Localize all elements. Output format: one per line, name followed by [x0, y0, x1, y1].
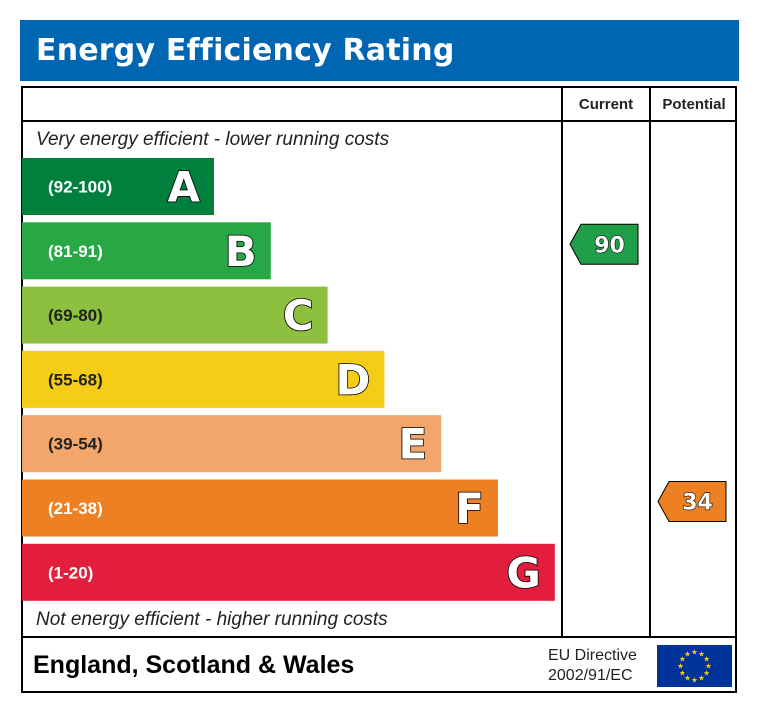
- eu-flag-star: ★: [698, 674, 705, 683]
- band-range-a: (92-100): [48, 178, 112, 197]
- column-header-current: Current: [578, 96, 634, 113]
- band-letter-d: D: [336, 355, 371, 404]
- band-bar-a: [22, 158, 214, 215]
- band-bar-d: [22, 350, 385, 408]
- band-range-f: (21-38): [48, 499, 103, 518]
- band-bar-f: [22, 479, 498, 537]
- eu-flag-background: [657, 645, 732, 687]
- band-letter-g: G: [506, 548, 540, 597]
- page-title: Energy Efficiency Rating: [36, 33, 455, 68]
- eu-flag-star: ★: [691, 648, 698, 657]
- band-range-c: (69-80): [48, 306, 103, 325]
- eu-flag-star: ★: [703, 655, 710, 664]
- eu-flag-star: ★: [703, 669, 710, 678]
- column-divider-current: [561, 86, 563, 637]
- directive-label: EU Directive 2002/91/EC: [548, 646, 652, 686]
- band-range-e: (39-54): [48, 435, 103, 454]
- column-divider-potential: [649, 86, 651, 637]
- rating-arrow-potential: [657, 481, 727, 522]
- eu-flag-star: ★: [705, 662, 712, 671]
- band-bar-g: [22, 543, 555, 601]
- band-range-b: (81-91): [48, 242, 103, 261]
- band-letter-f: F: [455, 484, 484, 533]
- rating-value-current: 90: [594, 233, 625, 258]
- band-range-g: (1-20): [48, 563, 93, 582]
- eu-flag-star: ★: [679, 669, 686, 678]
- band-bar-e: [22, 415, 442, 473]
- note-efficient: Very energy efficient - lower running co…: [36, 129, 390, 150]
- band-range-d: (55-68): [48, 370, 103, 389]
- rating-arrow-current: [569, 223, 639, 265]
- band-bar-c: [22, 286, 328, 344]
- eu-flag-star: ★: [691, 676, 698, 685]
- directive-line-1: EU Directive: [548, 647, 637, 664]
- header-bar: Energy Efficiency Rating: [20, 20, 739, 81]
- band-letter-a: A: [167, 163, 200, 212]
- rating-value-potential: 34: [682, 491, 713, 516]
- eu-flag-star: ★: [684, 649, 691, 658]
- eu-flag-star: ★: [677, 662, 684, 671]
- footer-divider: [21, 636, 737, 638]
- band-letter-b: B: [225, 227, 257, 276]
- eu-flag-star: ★: [698, 649, 705, 658]
- eu-flag-icon: ★ ★★★★★★★★★★★: [657, 645, 732, 687]
- region-label: England, Scotland & Wales: [33, 651, 355, 679]
- column-header-potential: Potential: [662, 96, 726, 113]
- directive-line-2: 2002/91/EC: [548, 667, 633, 684]
- band-bar-b: [22, 222, 271, 280]
- eu-flag-star: ★: [679, 655, 686, 664]
- header-row-divider: [21, 120, 737, 122]
- eu-flag-star: ★: [684, 674, 691, 683]
- band-letter-e: E: [398, 420, 427, 469]
- band-letter-c: C: [283, 291, 314, 340]
- note-inefficient: Not energy efficient - higher running co…: [36, 609, 388, 630]
